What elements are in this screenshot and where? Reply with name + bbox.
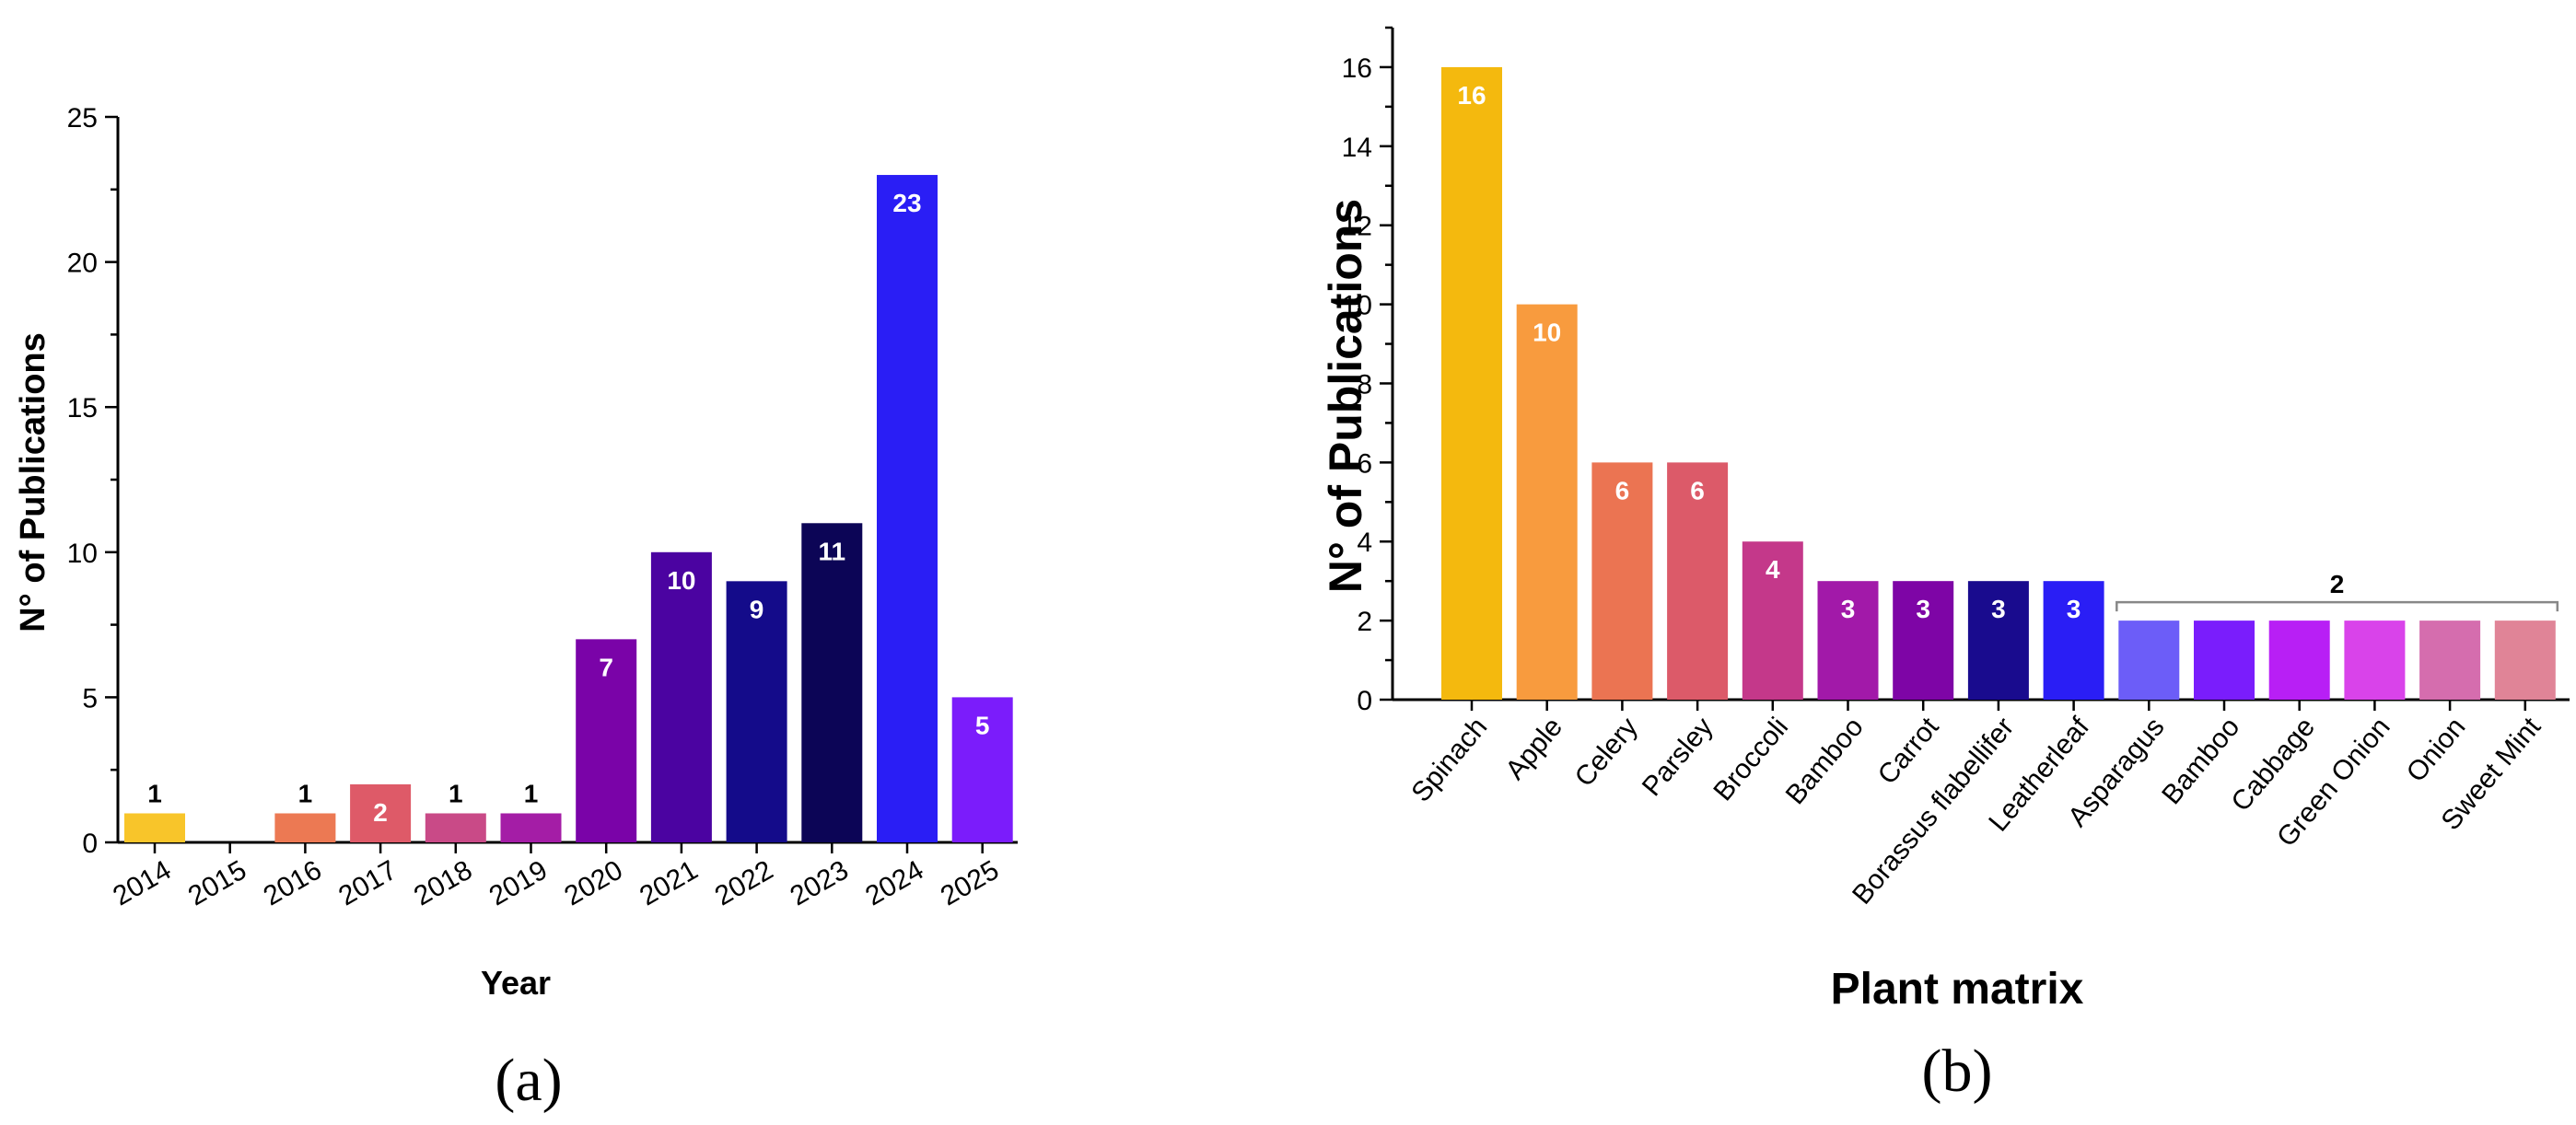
y-tick-label: 14 (1342, 133, 1372, 163)
bar-value-label: 1 (449, 779, 463, 807)
y-tick-label: 4 (1357, 528, 1372, 558)
y-axis-title: N° of Publications (1320, 199, 1371, 593)
x-tick-label: 2025 (936, 854, 1004, 911)
y-tick-label: 0 (1357, 686, 1372, 716)
bar-value-label: 2 (373, 798, 388, 827)
bar-2014 (124, 813, 185, 842)
x-axis-title: Plant matrix (1831, 965, 2084, 1014)
bar-value-label: 3 (1841, 595, 1856, 623)
chart-b: 0 2 4 6 8 10 12 14 16 Spinach 16 Apple 10 Celery 6 Pars… (1320, 26, 2570, 1105)
group-bracket (2116, 600, 2559, 612)
bar-borassus-flabellifer (1967, 581, 2029, 700)
bar-2017 (350, 783, 412, 842)
y-tick-label: 15 (67, 393, 98, 423)
bar-value-label: 10 (1533, 319, 1561, 347)
bar-parsley (1667, 462, 1729, 700)
x-tick-label: 2016 (259, 854, 327, 911)
bar-sweet-mint (2494, 620, 2556, 700)
bar-value-label: 23 (892, 189, 921, 217)
bar-2024 (877, 175, 938, 843)
x-tick-label: 2024 (860, 854, 928, 911)
x-tick-label: Spinach (1405, 712, 1493, 807)
panel-label: (a) (495, 1047, 562, 1114)
bar-2020 (576, 639, 637, 842)
bar-cabbage (2268, 620, 2330, 700)
bar-celery (1591, 462, 1653, 700)
x-tick-label: 2023 (785, 854, 853, 911)
bar-2016 (274, 813, 336, 842)
x-tick-label: 2019 (484, 854, 553, 911)
y-tick-label: 16 (1342, 53, 1372, 84)
x-tick-label: 2022 (710, 854, 778, 911)
bar-leatherleaf (2043, 581, 2104, 700)
bar-value-label: 10 (667, 566, 695, 595)
bar-bamboo (1817, 581, 1879, 700)
bar-green-onion (2344, 620, 2406, 700)
bar-value-label: 16 (1457, 81, 1486, 110)
bar-value-label: 1 (298, 779, 313, 807)
bar-2023 (801, 523, 863, 842)
bar-value-label: 4 (1766, 555, 1780, 584)
x-tick-label: Parsley (1637, 712, 1719, 802)
bar-carrot (1893, 581, 1954, 700)
bar-spinach (1441, 66, 1502, 701)
y-tick-label: 10 (67, 539, 98, 569)
x-tick-label: Celery (1569, 712, 1644, 793)
bar-broccoli (1742, 541, 1803, 700)
bar-value-label: 5 (975, 711, 990, 739)
bar-value-label: 6 (1615, 476, 1630, 505)
bar-bamboo (2194, 620, 2255, 700)
bar-value-label: 3 (1991, 595, 2006, 623)
y-axis-title: N° of Publications (14, 332, 52, 632)
bar-value-label: 1 (524, 779, 539, 807)
bar-2018 (425, 813, 486, 842)
x-tick-label: Onion (2401, 712, 2472, 788)
bar-2022 (726, 581, 787, 842)
bar-value-label: 1 (147, 779, 162, 807)
x-tick-label: Bamboo (1780, 712, 1870, 810)
bar-2019 (500, 813, 562, 842)
x-tick-label: Carrot (1872, 712, 1945, 791)
bar-asparagus (2118, 620, 2180, 700)
bar-value-label: 9 (750, 595, 764, 623)
y-tick-label: 2 (1357, 607, 1372, 637)
x-tick-label: 2021 (635, 854, 703, 911)
bar-value-label: 3 (1916, 595, 1930, 623)
y-tick-label: 5 (82, 683, 98, 713)
x-tick-label: 2014 (108, 854, 176, 911)
bar-value-label: 6 (1690, 476, 1705, 505)
y-tick-label: 0 (82, 829, 98, 859)
group-bracket-label: 2 (2330, 570, 2345, 598)
bar-onion (2419, 620, 2481, 700)
y-tick-label: 20 (67, 249, 98, 279)
x-tick-label: 2015 (183, 854, 251, 911)
bar-value-label: 7 (599, 653, 613, 681)
y-tick-label: 12 (1342, 212, 1372, 242)
x-axis-title: Year (481, 964, 551, 1002)
y-tick-label: 10 (1342, 291, 1372, 321)
bar-apple (1516, 304, 1578, 700)
y-tick-label: 25 (67, 103, 98, 133)
y-tick-label: 8 (1357, 369, 1372, 400)
bar-value-label: 11 (818, 537, 845, 565)
x-tick-label: 2017 (333, 854, 402, 911)
y-tick-label: 6 (1357, 448, 1372, 479)
bar-value-label: 3 (2067, 595, 2081, 623)
bar-2025 (951, 697, 1013, 842)
panel-label: (b) (1922, 1038, 1993, 1105)
x-tick-label: Apple (1499, 712, 1568, 785)
x-tick-label: 2018 (409, 854, 477, 911)
bar-2021 (650, 551, 712, 842)
x-tick-label: 2020 (559, 854, 627, 911)
